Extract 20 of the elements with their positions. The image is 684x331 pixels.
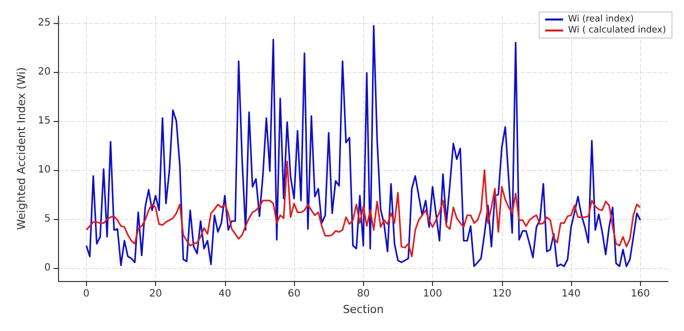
line-series: [86, 160, 642, 258]
y-tick-label: 25: [38, 17, 51, 28]
y-tick-label: 20: [38, 66, 51, 78]
x-tick-label: 0: [83, 288, 90, 300]
x-tick-label: 140: [562, 288, 581, 300]
x-tick-label: 100: [423, 288, 442, 300]
legend-label: Wi (real index): [568, 14, 634, 24]
x-tick-label: 160: [630, 288, 650, 300]
y-axis-title: Weighted Accident Index (Wi): [15, 67, 28, 230]
x-axis-title: Section: [342, 302, 384, 316]
x-tick-label: 40: [218, 288, 232, 300]
y-tick-label: 10: [38, 164, 51, 176]
legend-label: Wi ( calculated index): [568, 26, 666, 36]
y-tick-label: 5: [44, 214, 51, 225]
y-tick-label: 0: [44, 262, 51, 274]
x-tick-label: 80: [356, 288, 370, 300]
x-tick-label: 60: [288, 288, 300, 300]
y-tick-label: 15: [38, 116, 51, 127]
x-tick-label: 120: [492, 288, 512, 300]
x-tick-label: 20: [149, 288, 162, 300]
